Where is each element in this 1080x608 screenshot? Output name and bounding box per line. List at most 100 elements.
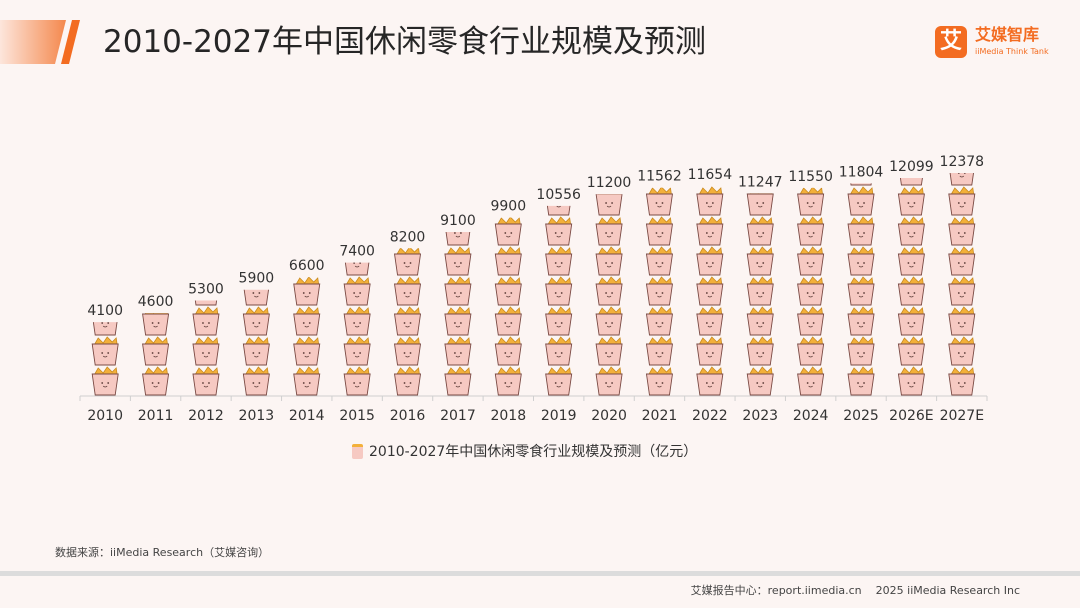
snack-bag-icon [948,366,976,396]
snack-bag-icon [494,217,522,246]
snack-bag-icon [595,366,623,396]
snack-bag-icon [897,216,925,246]
snack-bag-icon [595,276,623,306]
x-tick-label: 2014 [289,408,325,424]
bar-2020 [595,194,623,396]
snack-bag-icon [645,366,673,396]
legend-label: 2010-2027年中国休闲零食行业规模及预测（亿元） [369,444,698,460]
snack-bag-icon [494,246,522,276]
snack-bag-icon [850,183,872,186]
snack-bag-icon [696,306,724,336]
snack-bag-icon [343,276,371,306]
snack-bag-icon [444,366,472,396]
tick-layer [79,396,988,401]
snack-bag-icon [847,276,875,306]
data-label: 5300 [188,282,224,298]
snack-bag-icon [545,336,573,366]
chart-legend: 2010-2027年中国休闲零食行业规模及预测（亿元） [352,441,697,463]
snack-bag-icon [948,276,976,306]
snack-bag-icon [847,366,875,396]
bar-2016 [394,248,422,396]
bar-2018 [494,217,522,396]
snack-bag-icon [848,127,874,155]
bar-2013 [242,289,270,396]
snack-bag-icon [444,306,472,336]
snack-bag-icon [797,366,825,396]
snack-bag-icon [343,366,371,396]
snack-bag-icon [797,187,825,216]
snack-bag-icon [746,276,774,306]
snack-bag-icon [242,366,270,396]
snack-bag-icon [494,366,522,396]
snack-bag-icon [897,246,925,276]
data-label: 11562 [637,169,682,185]
snack-bag-icon [444,276,472,306]
snack-bag-icon [344,262,370,276]
bar-2027E [948,173,976,396]
report-site: 艾媒报告中心：report.iimedia.cn [690,584,862,597]
snack-bag-icon [545,366,573,396]
x-tick-label: 2018 [490,408,526,424]
snack-bag-icon [696,216,724,246]
snack-bag-icon [192,366,220,396]
data-label: 5900 [239,271,275,287]
snack-bag-icon [847,186,875,216]
snack-bag-icon [293,366,321,396]
snack-bag-icon [546,157,572,185]
snack-bag-icon [494,336,522,366]
snack-bag-icon [847,306,875,336]
snack-bag-icon [897,276,925,306]
bar-2022 [696,186,724,396]
snack-bag-icon [92,322,118,336]
x-tick-label: 2011 [138,408,174,424]
bar-2023 [746,193,774,396]
snack-bag-icon [595,216,623,246]
data-label: 11804 [839,164,884,180]
snack-bag-icon [847,336,875,366]
data-label: 11654 [688,167,733,183]
snack-bag-icon [746,366,774,396]
snack-bag-icon [444,336,472,366]
snack-bag-icon [546,205,571,216]
snack-bag-icon [193,247,219,275]
snack-bag-icon [645,216,673,246]
snack-bag-icon [948,306,976,336]
snack-bag-icon [293,336,321,366]
x-tick-label: 2024 [793,408,829,424]
data-label: 9900 [490,199,526,215]
snack-bag-icon [394,306,422,336]
x-tick-label: 2020 [591,408,627,424]
snack-bag-icon [847,246,875,276]
snack-bag-icon [899,178,923,186]
snack-bag-icon [645,336,673,366]
snack-bag-icon [192,336,220,366]
snack-bag-icon [696,336,724,366]
bars-layer [91,127,976,396]
bar-2019 [545,157,573,396]
logo-mark: 艾 [935,26,967,58]
data-label: 4100 [87,303,123,319]
snack-bag-icon [91,336,119,366]
snack-bag-icon [242,336,270,366]
snack-bag-icon [696,186,724,216]
snack-bag-icon [847,216,875,246]
bar-2024 [797,187,825,396]
snack-bag-icon [746,336,774,366]
snack-bag-icon [948,186,976,216]
snack-bag-icon [445,187,471,215]
x-tick-label: 2023 [742,408,778,424]
bar-2025 [847,127,875,396]
market-size-chart: 2010 4100 2011 4600 2012 5300 2013 5900 2014 6600… [79,127,988,424]
x-tick-label: 2017 [440,408,476,424]
legend-snack-bag-icon [352,443,363,459]
snack-bag-icon [746,193,774,216]
iimedia-logo: 艾 艾媒智库 iiMedia Think Tank [935,24,1065,64]
snack-bag-icon [797,336,825,366]
snack-bag-icon [142,313,170,336]
snack-bag-icon [897,336,925,366]
snack-bag-icon [343,306,371,336]
snack-bag-icon [545,216,573,246]
snack-bag-icon [243,289,270,306]
x-tick-label: 2022 [692,408,728,424]
snack-bag-icon [797,276,825,306]
